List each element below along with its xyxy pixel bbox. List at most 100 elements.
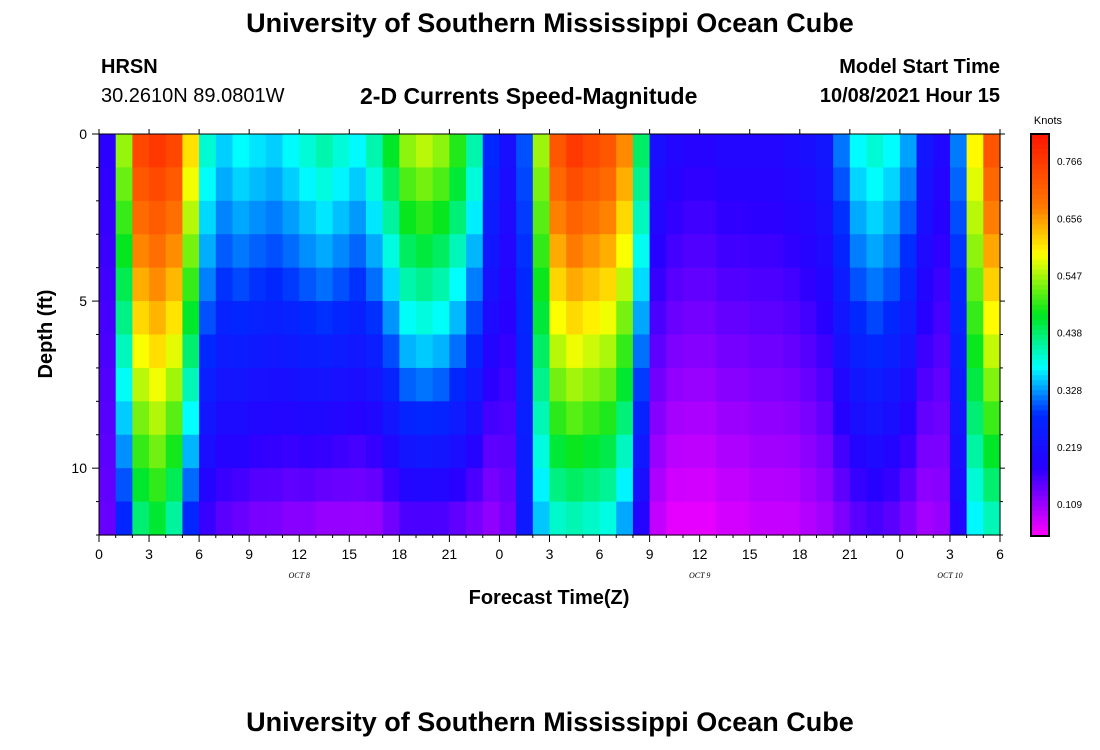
heatmap-cell xyxy=(799,334,818,369)
heatmap-cell xyxy=(466,501,484,536)
heatmap-cell xyxy=(866,434,884,469)
heatmap-cell xyxy=(215,468,234,503)
heatmap-cell xyxy=(899,134,918,169)
heatmap-cell xyxy=(315,167,334,202)
heatmap-cell xyxy=(449,434,467,469)
heatmap-cell xyxy=(432,434,450,469)
heatmap-cell xyxy=(599,267,617,302)
heatmap-cell xyxy=(599,434,617,469)
heatmap-cell xyxy=(966,401,984,436)
heatmap-cell xyxy=(265,401,284,436)
heatmap-cell xyxy=(849,234,868,269)
heatmap-cell xyxy=(833,401,851,436)
colorbar-swatch xyxy=(1031,365,1049,371)
heatmap-cell xyxy=(382,134,400,169)
heatmap-cell xyxy=(783,301,801,336)
heatmap-cell xyxy=(532,234,551,269)
heatmap-cell xyxy=(799,434,818,469)
heatmap-cell xyxy=(549,167,567,202)
heatmap-cell xyxy=(349,434,367,469)
heatmap-cell xyxy=(933,134,951,169)
heatmap-cell xyxy=(282,501,300,536)
heatmap-cell xyxy=(699,401,717,436)
y-axis-label: Depth (ft) xyxy=(35,290,57,379)
heatmap-cell xyxy=(682,200,701,235)
model-start-value: 10/08/2021 Hour 15 xyxy=(819,85,1000,107)
heatmap-cell xyxy=(482,267,501,302)
heatmap-cell xyxy=(416,501,434,536)
heatmap-cell xyxy=(299,501,317,536)
heatmap-cell xyxy=(282,434,300,469)
heatmap-cell xyxy=(833,267,851,302)
heatmap-cell xyxy=(416,301,434,336)
heatmap-cell xyxy=(149,167,167,202)
heatmap-cell xyxy=(916,434,934,469)
heatmap-cell xyxy=(199,167,217,202)
x-tick-label: 9 xyxy=(646,546,654,562)
heatmap-cell xyxy=(666,301,684,336)
heatmap-cell xyxy=(716,200,734,235)
heatmap-cell xyxy=(682,501,701,536)
heatmap-cell xyxy=(165,234,184,269)
heatmap-cell xyxy=(582,267,601,302)
heatmap-cell xyxy=(682,401,701,436)
heatmap-cell xyxy=(282,167,300,202)
heatmap-cell xyxy=(499,401,517,436)
heatmap-cell xyxy=(749,468,768,503)
heatmap-cell xyxy=(299,434,317,469)
heatmap-cell xyxy=(249,501,267,536)
heatmap-cell xyxy=(199,334,217,369)
heatmap-cell xyxy=(866,367,884,402)
heatmap-cell xyxy=(582,501,601,536)
heatmap-cell xyxy=(249,468,267,503)
heatmap-cell xyxy=(532,401,551,436)
heatmap-cell xyxy=(699,334,717,369)
heatmap-cell xyxy=(416,134,434,169)
colorbar-swatch xyxy=(1031,495,1049,502)
heatmap-cell xyxy=(532,301,551,336)
heatmap-cell xyxy=(666,167,684,202)
heatmap-cell xyxy=(716,401,734,436)
colorbar-swatch xyxy=(1031,360,1049,366)
heatmap-cell xyxy=(399,401,417,436)
heatmap-cell xyxy=(382,434,400,469)
heatmap-cell xyxy=(449,134,467,169)
heatmap-cell xyxy=(566,301,584,336)
heatmap-cell xyxy=(466,468,484,503)
heatmap-cell xyxy=(165,501,184,536)
heatmap-cell xyxy=(232,167,250,202)
heatmap-cell xyxy=(449,234,467,269)
heatmap-cell xyxy=(232,434,250,469)
heatmap-cell xyxy=(566,468,584,503)
heatmap-cell xyxy=(566,401,584,436)
x-tick-label: 18 xyxy=(392,546,408,562)
heatmap-cell xyxy=(382,367,400,402)
heatmap-cell xyxy=(933,468,951,503)
heatmap-cell xyxy=(682,468,701,503)
heatmap-cell xyxy=(349,367,367,402)
heatmap-cell xyxy=(983,501,1001,536)
heatmap-cell xyxy=(349,134,367,169)
heatmap-cell xyxy=(182,167,200,202)
heatmap-cell xyxy=(949,200,968,235)
heatmap-cell xyxy=(616,334,634,369)
heatmap-cell xyxy=(115,267,133,302)
colorbar-tick-label: 0.438 xyxy=(1057,328,1082,339)
heatmap-cell xyxy=(666,434,684,469)
colorbar-swatch xyxy=(1031,279,1049,286)
heatmap-cell xyxy=(99,334,117,369)
colorbar-swatch xyxy=(1031,425,1049,432)
heatmap-cell xyxy=(833,167,851,202)
colorbar-swatch xyxy=(1031,340,1049,346)
colorbar-swatch xyxy=(1031,214,1049,221)
heatmap-cell xyxy=(466,367,484,402)
x-tick-label: 6 xyxy=(195,546,203,562)
heatmap-cell xyxy=(549,468,567,503)
heatmap-cell xyxy=(933,367,951,402)
heatmap-cell xyxy=(616,234,634,269)
colorbar-swatch xyxy=(1031,209,1049,215)
heatmap-cell xyxy=(432,367,450,402)
chart-subtitle: 2-D Currents Speed-Magnitude xyxy=(360,83,698,109)
colorbar-swatch xyxy=(1031,219,1049,226)
heatmap-cell xyxy=(966,468,984,503)
